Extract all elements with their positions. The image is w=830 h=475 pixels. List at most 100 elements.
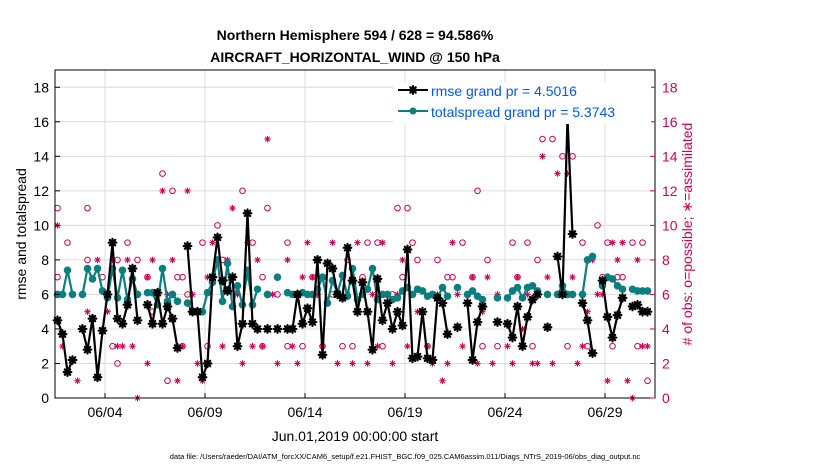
rmse-point bbox=[307, 317, 318, 327]
obs-assimilated-point bbox=[304, 239, 311, 246]
star-stroke bbox=[153, 288, 162, 297]
obs-possible-point bbox=[299, 342, 306, 350]
obs-assimilated-point bbox=[84, 308, 91, 315]
obs-assimilated-point bbox=[284, 256, 291, 264]
obs-possible-point bbox=[174, 273, 181, 281]
spread-point bbox=[513, 283, 522, 292]
star-stroke bbox=[615, 257, 620, 263]
spread-point bbox=[58, 290, 67, 299]
star-stroke bbox=[128, 264, 137, 273]
rmse-point bbox=[357, 277, 368, 288]
rmse-point bbox=[212, 232, 223, 243]
y-tick-label-right: 0 bbox=[662, 390, 670, 406]
obs-possible-point bbox=[564, 342, 571, 350]
star-stroke bbox=[478, 302, 487, 311]
rmse-point bbox=[507, 332, 518, 343]
star-stroke bbox=[550, 360, 555, 366]
obs-assimilated-point bbox=[644, 342, 651, 350]
star-stroke bbox=[218, 276, 227, 285]
obs-assimilated-point bbox=[129, 342, 136, 350]
obs-possible-point bbox=[199, 239, 206, 246]
obs-possible-point bbox=[479, 342, 486, 350]
star-stroke bbox=[223, 287, 232, 295]
obs-assimilated-point bbox=[484, 273, 491, 281]
obs-assimilated-point bbox=[169, 256, 176, 264]
obs-assimilated-point bbox=[144, 273, 151, 281]
obs-possible-point bbox=[549, 135, 556, 143]
obs-possible-point bbox=[594, 222, 601, 229]
star-stroke bbox=[350, 360, 355, 366]
star-stroke bbox=[133, 316, 142, 325]
obs-assimilated-point bbox=[509, 360, 516, 367]
star-stroke bbox=[145, 360, 150, 366]
star-stroke bbox=[595, 291, 600, 297]
obs-assimilated-point bbox=[524, 291, 531, 298]
star-stroke bbox=[380, 240, 385, 246]
rmse-point bbox=[512, 301, 523, 312]
star-stroke bbox=[108, 238, 117, 247]
obs-assimilated-point bbox=[74, 377, 81, 385]
star-stroke bbox=[543, 323, 552, 332]
rmse-point bbox=[117, 318, 128, 329]
rmse-point bbox=[312, 254, 323, 265]
y-tick-label-left: 12 bbox=[33, 183, 49, 199]
obs-assimilated-point bbox=[534, 360, 541, 367]
rmse-point bbox=[632, 299, 643, 310]
star-stroke bbox=[485, 274, 490, 280]
star-stroke bbox=[505, 343, 510, 349]
star-stroke bbox=[433, 294, 442, 302]
obs-assimilated-point bbox=[264, 135, 271, 143]
rmse-point bbox=[62, 367, 73, 378]
obs-possible-point bbox=[629, 239, 636, 246]
star-stroke bbox=[450, 240, 455, 246]
rmse-point bbox=[302, 303, 313, 314]
spread-point bbox=[168, 290, 177, 299]
rmse-point bbox=[197, 372, 208, 383]
rmse-point bbox=[132, 315, 143, 326]
rmse-point bbox=[337, 292, 348, 303]
spread-point bbox=[68, 290, 77, 299]
rmse-point bbox=[252, 324, 263, 334]
obs-possible-point bbox=[409, 239, 416, 246]
obs-possible-point bbox=[524, 239, 531, 246]
rmse-point bbox=[97, 325, 108, 336]
obs-possible-point bbox=[84, 204, 91, 212]
obs-assimilated-point bbox=[249, 342, 256, 350]
obs-assimilated-point bbox=[389, 360, 396, 367]
star-stroke bbox=[415, 309, 420, 315]
rmse-point bbox=[147, 318, 158, 329]
star-stroke bbox=[580, 343, 585, 349]
y-tick-label-left: 4 bbox=[41, 321, 49, 337]
rmse-point bbox=[347, 275, 358, 286]
star-stroke bbox=[313, 256, 322, 264]
obs-possible-point bbox=[494, 342, 501, 350]
rmse-point bbox=[472, 317, 483, 327]
star-stroke bbox=[530, 360, 535, 366]
star-stroke bbox=[203, 359, 212, 368]
obs-possible-point bbox=[284, 239, 291, 246]
rmse-point bbox=[327, 263, 338, 274]
obs-assimilated-point bbox=[144, 360, 151, 367]
obs-assimilated-point bbox=[414, 308, 421, 315]
star-stroke bbox=[583, 316, 592, 325]
star-stroke bbox=[63, 368, 72, 376]
spread-point bbox=[383, 290, 392, 299]
obs-assimilated-point bbox=[174, 377, 181, 385]
star-stroke bbox=[75, 378, 80, 384]
star-stroke bbox=[195, 360, 200, 366]
star-stroke bbox=[375, 343, 380, 349]
star-stroke bbox=[598, 276, 607, 285]
star-stroke bbox=[228, 273, 237, 281]
spread-point bbox=[88, 275, 97, 283]
rmse-point bbox=[452, 322, 463, 333]
rmse-point bbox=[272, 324, 283, 334]
star-stroke bbox=[390, 360, 395, 366]
star-stroke bbox=[185, 188, 190, 194]
spread-point bbox=[583, 256, 592, 264]
y-tick-label-right: 2 bbox=[662, 355, 670, 371]
obs-possible-point bbox=[619, 273, 626, 281]
obs-assimilated-point bbox=[404, 342, 411, 350]
legend-marker-spread bbox=[409, 107, 417, 115]
spread-point bbox=[518, 294, 527, 302]
